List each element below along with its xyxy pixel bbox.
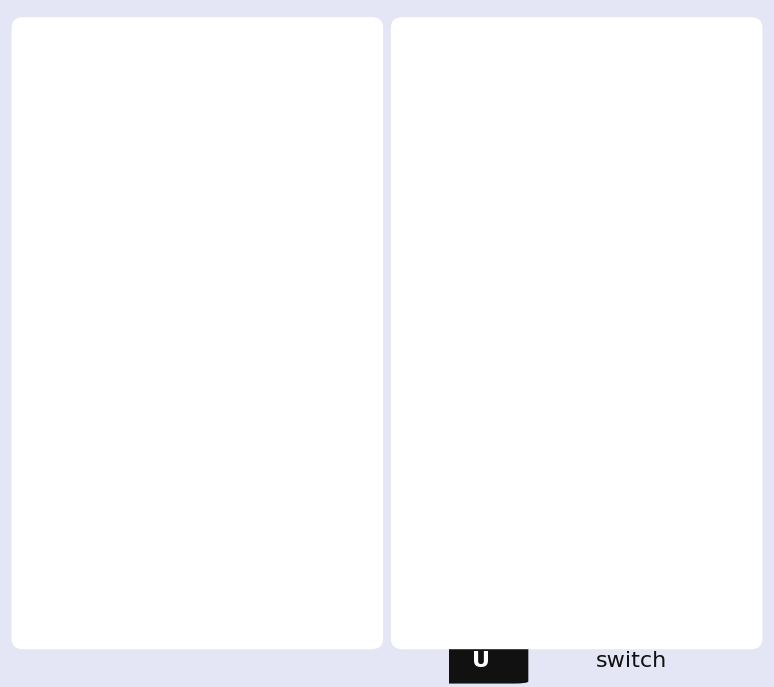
- Text: switch: switch: [596, 651, 667, 671]
- Text: Minimum
contractual
period: Minimum contractual period: [521, 257, 632, 325]
- Wedge shape: [255, 320, 301, 357]
- Text: 24 months: 24 months: [453, 532, 531, 545]
- FancyBboxPatch shape: [434, 640, 529, 684]
- FancyBboxPatch shape: [412, 556, 572, 600]
- Text: Minimum
contractual
period: Minimum contractual period: [142, 257, 253, 325]
- FancyBboxPatch shape: [36, 556, 197, 600]
- Text: 0%: 0%: [276, 476, 306, 494]
- Text: SIM only subscriptions: SIM only subscriptions: [502, 56, 651, 69]
- Text: U: U: [472, 651, 490, 671]
- Text: 10%: 10%: [645, 476, 687, 494]
- FancyBboxPatch shape: [586, 556, 746, 600]
- Wedge shape: [444, 168, 640, 407]
- FancyBboxPatch shape: [36, 463, 197, 507]
- Text: 36%: 36%: [471, 569, 513, 587]
- Wedge shape: [65, 143, 301, 407]
- FancyBboxPatch shape: [211, 556, 371, 600]
- Wedge shape: [197, 143, 330, 297]
- Text: 48%: 48%: [471, 476, 513, 494]
- Text: 📅: 📅: [189, 232, 206, 260]
- Text: 24 months: 24 months: [77, 532, 156, 545]
- Text: 28%: 28%: [269, 569, 312, 587]
- Text: 18 months: 18 months: [252, 440, 330, 453]
- FancyBboxPatch shape: [415, 45, 738, 80]
- FancyBboxPatch shape: [586, 463, 746, 507]
- Wedge shape: [499, 143, 577, 216]
- Text: 6%: 6%: [651, 569, 681, 587]
- FancyBboxPatch shape: [412, 463, 572, 507]
- Wedge shape: [577, 143, 709, 359]
- Text: 8%: 8%: [101, 476, 132, 494]
- Text: Other: Other: [269, 532, 312, 545]
- Text: 18 months: 18 months: [627, 440, 705, 453]
- FancyBboxPatch shape: [37, 45, 334, 80]
- FancyBboxPatch shape: [211, 463, 371, 507]
- Text: 12 months: 12 months: [77, 440, 156, 453]
- Text: 12 months: 12 months: [453, 440, 531, 453]
- Text: 65%: 65%: [95, 569, 138, 587]
- Wedge shape: [611, 321, 679, 391]
- Text: Other: Other: [645, 532, 687, 545]
- Text: 📅: 📅: [568, 232, 585, 260]
- Wedge shape: [255, 287, 327, 357]
- Text: Handset subscriptions: Handset subscriptions: [111, 56, 260, 69]
